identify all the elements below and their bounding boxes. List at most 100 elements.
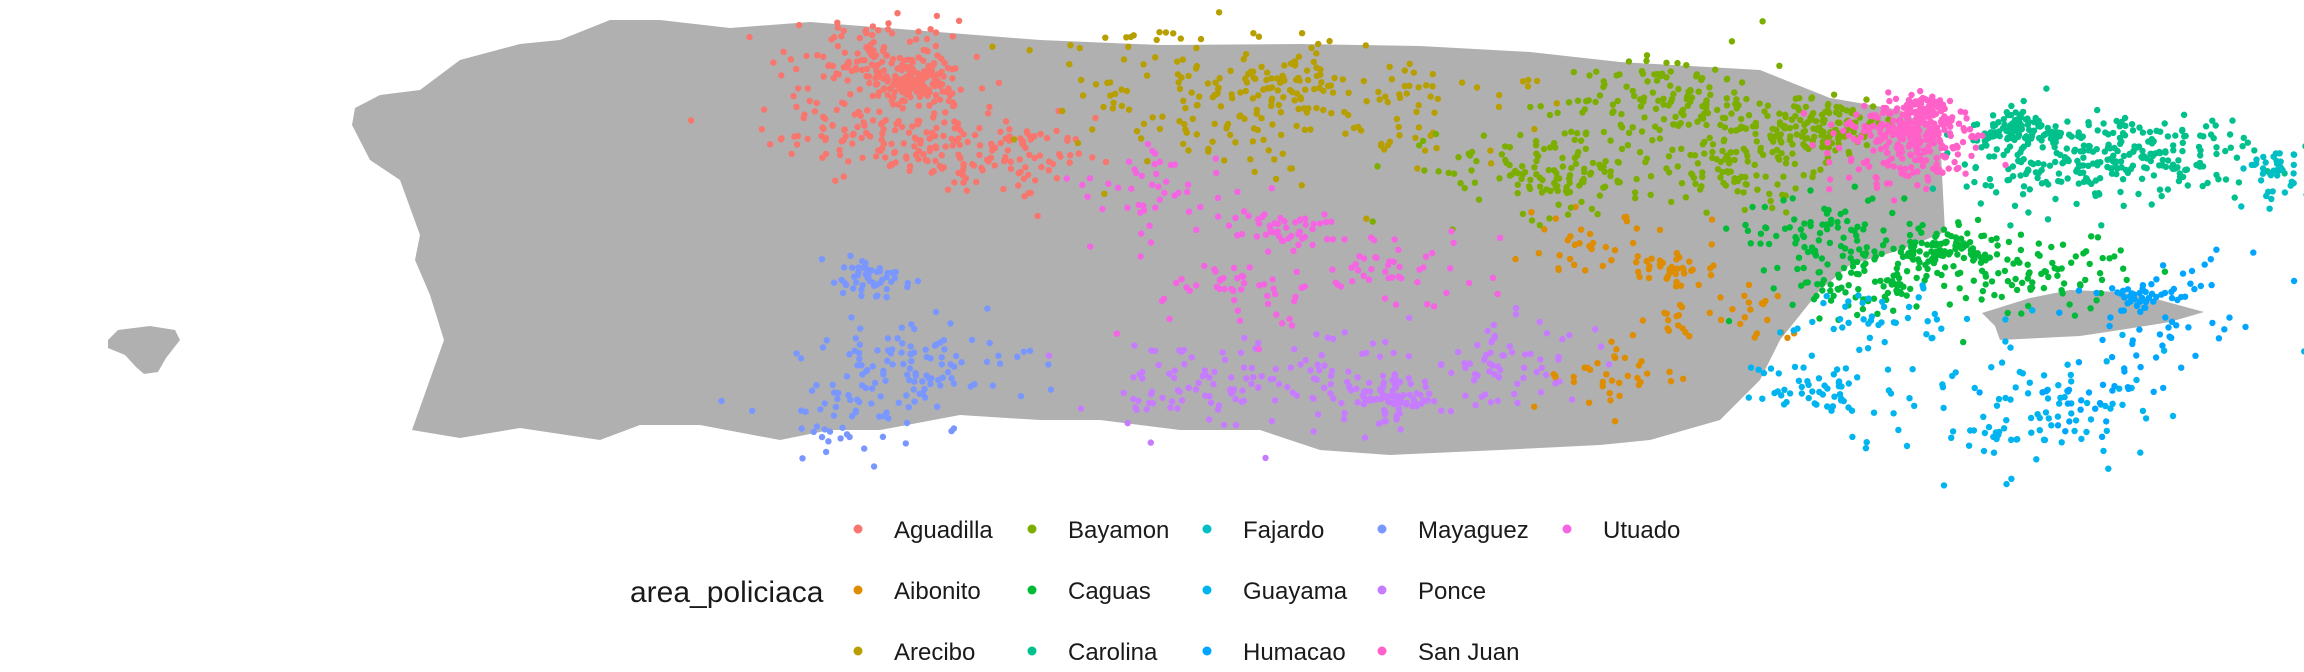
data-point: [898, 349, 905, 356]
data-point: [1115, 184, 1122, 191]
data-point: [1297, 361, 1304, 368]
data-point: [938, 152, 945, 159]
data-point: [869, 117, 877, 124]
data-point: [1301, 126, 1309, 133]
data-point: [1931, 98, 1939, 105]
legend-title: area_policiaca: [630, 576, 824, 609]
data-point: [1279, 150, 1287, 157]
data-point: [1909, 366, 1916, 373]
data-point: [1571, 261, 1578, 268]
data-point: [1596, 192, 1604, 199]
data-point: [1026, 347, 1034, 354]
data-point: [2142, 288, 2149, 296]
data-point: [1764, 102, 1772, 109]
data-point: [2148, 281, 2155, 288]
data-point: [1932, 233, 1939, 240]
data-point: [1302, 357, 1309, 364]
data-point: [931, 110, 938, 117]
data-point: [1945, 165, 1952, 172]
data-point: [1629, 87, 1637, 95]
data-point: [2124, 286, 2132, 293]
data-point: [840, 64, 847, 71]
data-point: [1684, 102, 1692, 110]
data-point: [1231, 297, 1238, 304]
data-point: [1879, 242, 1887, 249]
data-point: [1288, 322, 1296, 329]
data-point: [2085, 121, 2092, 129]
data-point: [1554, 109, 1561, 117]
data-point: [1940, 482, 1948, 489]
data-point: [1771, 389, 1778, 397]
data-point: [2122, 166, 2130, 174]
data-point: [1816, 268, 1824, 276]
data-point: [1179, 56, 1187, 63]
data-point: [2002, 338, 2009, 345]
data-point: [1519, 210, 1527, 218]
data-point: [1568, 164, 1575, 172]
data-point: [2117, 158, 2125, 165]
data-point: [2179, 139, 2186, 146]
data-point: [2096, 399, 2104, 407]
data-point: [1712, 66, 1719, 73]
data-point: [1188, 354, 1196, 361]
data-point: [1570, 68, 1578, 76]
data-point: [1468, 167, 1475, 174]
data-point: [1845, 298, 1852, 305]
data-point: [1297, 94, 1304, 101]
data-point: [2162, 314, 2169, 321]
data-point: [919, 378, 926, 385]
data-point: [1533, 368, 1540, 376]
data-point: [842, 281, 850, 289]
data-point: [2180, 111, 2188, 119]
data-point: [1930, 259, 1938, 267]
data-point: [1862, 445, 1870, 452]
data-point: [1747, 240, 1755, 247]
data-point: [1783, 155, 1790, 162]
data-point: [1260, 281, 1268, 288]
data-point: [1918, 157, 1926, 164]
data-point: [1216, 285, 1223, 292]
data-point: [822, 448, 830, 456]
data-point: [1514, 189, 1521, 197]
data-point: [2007, 133, 2014, 141]
data-point: [1674, 163, 1682, 170]
data-point: [2019, 279, 2026, 286]
data-point: [864, 107, 871, 114]
data-point: [1107, 92, 1114, 99]
data-point: [1263, 69, 1271, 76]
data-point: [1545, 166, 1553, 174]
data-point: [997, 128, 1004, 135]
data-point: [1698, 183, 1705, 190]
data-point: [2057, 151, 2064, 158]
data-point: [1895, 426, 1902, 434]
data-point: [1863, 439, 1870, 446]
data-point: [1388, 76, 1396, 83]
data-point: [1250, 68, 1257, 75]
data-point: [813, 99, 820, 107]
data-point: [889, 269, 896, 276]
data-point: [929, 129, 936, 137]
data-point: [1151, 160, 1158, 168]
data-point: [1928, 248, 1935, 255]
data-point: [1865, 128, 1873, 135]
data-point: [1543, 330, 1551, 337]
data-point: [1791, 363, 1799, 371]
data-point: [944, 186, 952, 193]
data-point: [1782, 160, 1790, 167]
data-point: [1017, 135, 1024, 142]
data-point: [1025, 171, 1032, 179]
data-point: [1528, 217, 1536, 224]
data-point: [1430, 398, 1438, 405]
data-point: [1525, 183, 1533, 190]
data-point: [2036, 414, 2044, 422]
data-point: [1951, 158, 1958, 166]
data-point: [1890, 245, 1897, 252]
data-point: [1112, 90, 1119, 98]
data-point: [1948, 434, 1955, 441]
data-point: [1972, 163, 1980, 171]
data-point: [2222, 147, 2229, 155]
data-point: [1362, 388, 1370, 395]
data-point: [859, 257, 866, 265]
data-point: [2200, 133, 2207, 140]
data-point: [1079, 92, 1087, 99]
